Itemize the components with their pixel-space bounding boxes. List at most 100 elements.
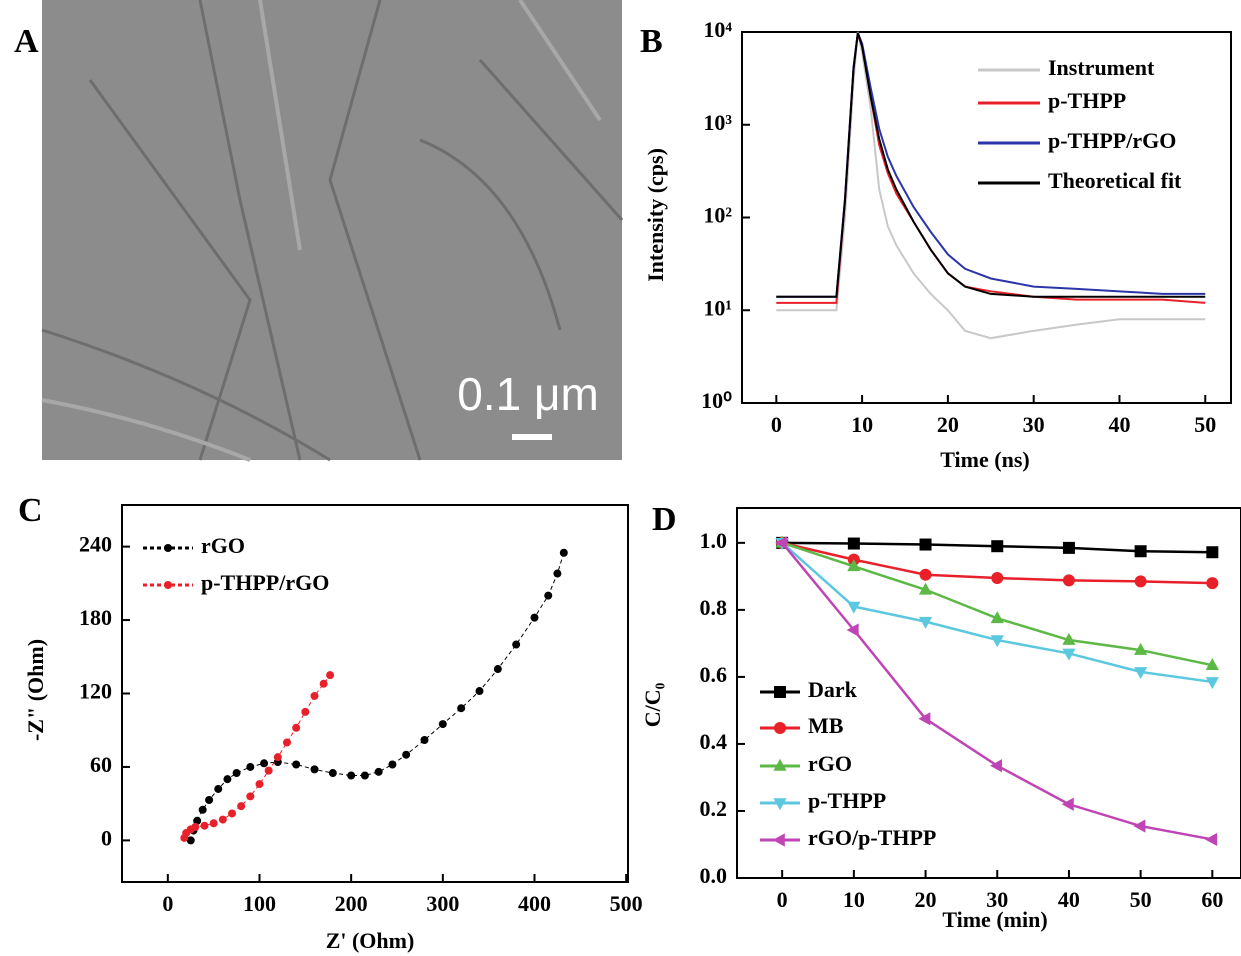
tem-image: 0.1 μm (41, 0, 624, 462)
marker (260, 759, 269, 768)
series-line (776, 32, 1206, 298)
marker (310, 691, 319, 700)
marker (512, 640, 521, 649)
legend-label: rGO/p-THPP (808, 825, 936, 850)
image-texture (41, 0, 602, 462)
legend-label: p-THPP (1048, 88, 1126, 113)
marker (186, 836, 195, 845)
y-tick-label: 10³ (703, 110, 732, 135)
y-tick-label: 10⁰ (701, 388, 732, 413)
marker (200, 821, 209, 830)
marker (847, 601, 861, 614)
legend-label: Theoretical fit (1048, 168, 1182, 193)
marker (402, 750, 411, 759)
image-texture (41, 0, 624, 462)
y-tick-label: 1.0 (700, 528, 728, 553)
marker (1061, 797, 1074, 811)
marker (991, 572, 1004, 585)
marker (1062, 574, 1075, 587)
legend-label: Instrument (1048, 55, 1155, 80)
y-axis-label: Intensity (cps) (643, 148, 668, 282)
marker (457, 704, 466, 713)
marker (237, 802, 246, 811)
x-tick-label: 10 (851, 412, 873, 437)
scale-bar-label: 0.1 μm (457, 368, 599, 420)
plot-frame (736, 507, 1241, 879)
marker (246, 762, 255, 771)
x-tick-label: 500 (610, 891, 643, 916)
marker (553, 569, 562, 578)
marker (292, 760, 301, 769)
y-tick-label: 10² (703, 203, 732, 228)
x-tick-label: 50 (1130, 887, 1152, 912)
marker (544, 591, 553, 600)
x-tick-label: 0 (162, 891, 173, 916)
marker (919, 538, 932, 551)
x-tick-label: 300 (426, 891, 459, 916)
marker (347, 771, 356, 780)
marker (918, 712, 931, 726)
y-tick-label: 240 (79, 532, 112, 557)
x-tick-label: 10 (843, 887, 865, 912)
x-tick-label: 100 (243, 891, 276, 916)
marker (438, 720, 447, 729)
marker (847, 537, 860, 550)
legend-label: rGO (808, 751, 852, 776)
marker (1206, 577, 1219, 590)
marker (283, 738, 291, 747)
x-tick-label: 30 (1023, 412, 1045, 437)
legend-label: p-THPP (808, 788, 886, 813)
legend-label: Dark (808, 677, 858, 702)
marker (246, 792, 255, 801)
marker (918, 616, 933, 629)
x-axis-label: Z' (Ohm) (326, 928, 415, 953)
marker (310, 765, 319, 774)
x-tick-label: 30 (986, 887, 1008, 912)
marker (1062, 648, 1076, 661)
y-tick-label: 10¹ (703, 295, 732, 320)
legend-marker (773, 798, 787, 811)
y-tick-label: 0.2 (700, 796, 728, 821)
y-tick-label: 0.0 (700, 863, 728, 888)
marker (918, 582, 933, 595)
marker (191, 822, 200, 831)
image-background (42, 0, 622, 460)
legend-label: rGO (201, 533, 245, 558)
marker (301, 707, 310, 716)
legend-marker (164, 544, 172, 552)
marker (1205, 832, 1218, 847)
marker (990, 635, 1004, 648)
x-tick-label: 40 (1108, 412, 1130, 437)
marker (990, 611, 1004, 624)
plot-frame (741, 31, 1232, 404)
marker (475, 687, 484, 696)
marker (214, 784, 223, 793)
legend-marker (774, 686, 786, 698)
panel-label: A (14, 23, 39, 60)
y-tick-label: 10⁴ (703, 17, 732, 42)
marker (990, 759, 1003, 773)
legend-label: p-THPP/rGO (1048, 128, 1176, 153)
marker (374, 767, 383, 776)
marker (319, 679, 328, 688)
marker (1134, 575, 1147, 588)
x-tick-label: 200 (335, 891, 368, 916)
marker (420, 736, 429, 745)
marker (1205, 657, 1219, 670)
marker (292, 723, 301, 732)
y-tick-label: 120 (79, 679, 112, 704)
y-tick-label: 0.6 (700, 662, 728, 687)
x-tick-label: 20 (937, 412, 959, 437)
marker (328, 769, 337, 778)
marker (1134, 667, 1148, 680)
marker (388, 760, 397, 769)
marker (847, 559, 861, 572)
marker (530, 613, 539, 622)
marker (1134, 642, 1148, 655)
panel-label: D (652, 501, 677, 538)
panel-label: C (18, 492, 43, 529)
y-tick-label: 0.8 (700, 595, 728, 620)
marker (1062, 632, 1076, 645)
marker (273, 753, 282, 762)
